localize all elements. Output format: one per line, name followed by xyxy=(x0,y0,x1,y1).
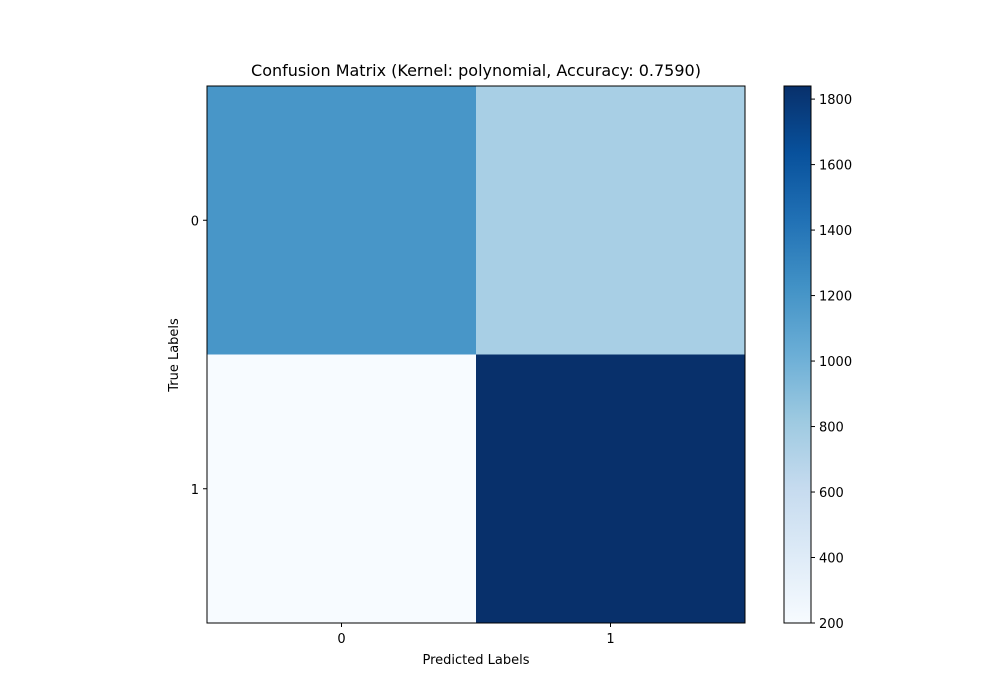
x-tick-label: 1 xyxy=(606,632,614,647)
y-tick-label: 1 xyxy=(191,483,199,498)
colorbar-tick-label: 600 xyxy=(819,486,844,501)
heatmap-cells xyxy=(207,86,746,624)
colorbar-ticks: 200 400 600 800 1000 1200 1400 1600 1800 xyxy=(811,93,852,632)
heatmap-cell-1-0 xyxy=(207,354,477,624)
colorbar-tick-label: 1600 xyxy=(819,159,852,174)
heatmap-cell-0-1 xyxy=(476,86,746,355)
y-tick-label: 0 xyxy=(191,214,199,229)
chart-title: Confusion Matrix (Kernel: polynomial, Ac… xyxy=(251,61,701,80)
colorbar-tick-label: 800 xyxy=(819,421,844,436)
plot-frame xyxy=(206,85,746,624)
colorbar-tick-label: 400 xyxy=(819,552,844,567)
heatmap-cell-1-1 xyxy=(476,354,746,624)
y-axis-label: True Labels xyxy=(167,318,182,393)
colorbar-tick-label: 1800 xyxy=(819,93,852,108)
colorbar-tick-label: 1000 xyxy=(819,355,852,370)
y-axis-ticks: 01 xyxy=(191,214,207,498)
x-axis-label: Predicted Labels xyxy=(422,653,529,668)
colorbar-tick-label: 1400 xyxy=(819,224,852,239)
colorbar-tick-label: 1200 xyxy=(819,290,852,305)
colorbar-tick-label: 200 xyxy=(819,617,844,632)
heatmap-cell-0-0 xyxy=(207,86,477,355)
x-tick-label: 0 xyxy=(337,632,345,647)
colorbar xyxy=(783,85,812,624)
